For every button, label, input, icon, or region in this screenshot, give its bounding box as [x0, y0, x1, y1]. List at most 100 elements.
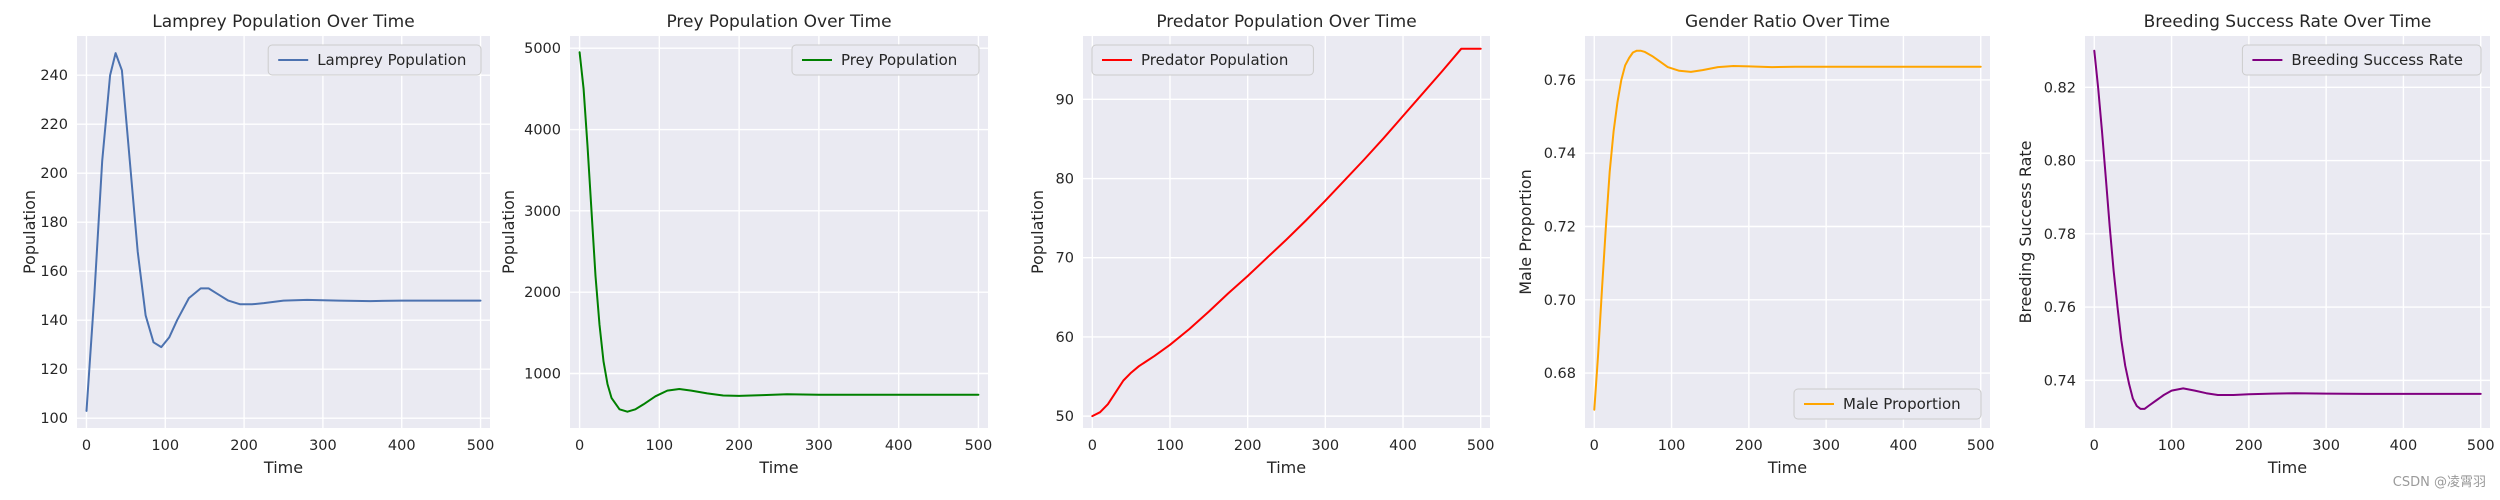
y-tick-label: 160 — [40, 264, 68, 280]
x-tick-label: 200 — [725, 438, 753, 454]
x-tick-label: 0 — [575, 438, 584, 454]
x-axis-label: Time — [1767, 458, 1807, 477]
x-tick-label: 400 — [885, 438, 913, 454]
series-line — [2093, 49, 2482, 410]
legend-box — [1793, 388, 1982, 420]
legend-label: Male Proportion — [1843, 395, 1961, 413]
chart-panel-3: 0 100 200 300 400 500 50 60 70 80 90 Predator Popul… — [1028, 12, 1495, 477]
y-axis-label: Population — [20, 190, 39, 274]
x-tick-label: 500 — [2467, 438, 2495, 454]
y-tick-label: 5000 — [524, 41, 561, 57]
y-tick-label: 120 — [40, 362, 68, 378]
legend: Prey Population — [791, 44, 980, 76]
x-tick-label: 400 — [2390, 438, 2418, 454]
chart-panel-2: 0 100 200 300 400 500 1000 2000 3000 4000 5000 Prey… — [499, 12, 992, 477]
watermark: CSDN @凌霄羽 — [2392, 475, 2486, 490]
y-tick-label: 0.76 — [1544, 73, 1576, 89]
y-tick-label: 0.72 — [1544, 220, 1576, 236]
y-tick-label: 2000 — [524, 285, 561, 301]
x-tick-label: 300 — [805, 438, 833, 454]
series-line — [85, 52, 482, 412]
chart-panel-4: 0 100 200 300 400 500 0.68 0.70 0.72 0.74 0.76 Gend… — [1516, 12, 1995, 477]
x-tick-label: 200 — [1234, 438, 1262, 454]
y-tick-label: 3000 — [524, 204, 561, 220]
x-tick-label: 0 — [1590, 438, 1599, 454]
y-tick-label: 0.74 — [1544, 146, 1576, 162]
x-tick-label: 500 — [1467, 438, 1495, 454]
chart-panel-1: 0 100 200 300 400 500 100 120 140 160 180 200 220 240… — [20, 12, 494, 477]
x-tick-label: 100 — [2158, 438, 2186, 454]
legend: Lamprey Population — [267, 44, 482, 76]
series-line — [1091, 47, 1482, 418]
y-tick-label: 200 — [40, 166, 68, 182]
y-axis-label: Male Proportion — [1516, 169, 1535, 295]
x-tick-label: 300 — [1812, 438, 1840, 454]
legend-label: Predator Population — [1141, 51, 1288, 69]
y-axis-label: Population — [499, 190, 518, 274]
x-tick-label: 500 — [467, 438, 495, 454]
chart-title: Breeding Success Rate Over Time — [2144, 12, 2432, 32]
x-tick-label: 0 — [1088, 438, 1097, 454]
x-axis-label: Time — [1266, 458, 1306, 477]
y-tick-label: 4000 — [524, 123, 561, 139]
legend-label: Lamprey Population — [317, 51, 466, 69]
series-line — [1593, 49, 1982, 411]
y-tick-label: 0.68 — [1544, 366, 1576, 382]
x-tick-label: 400 — [388, 438, 416, 454]
x-tick-label: 200 — [230, 438, 258, 454]
y-tick-label: 140 — [40, 313, 68, 329]
plot-area — [570, 36, 988, 428]
y-tick-label: 0.80 — [2044, 154, 2076, 170]
legend: Predator Population — [1091, 44, 1314, 76]
plot-area — [1083, 36, 1490, 428]
x-tick-label: 100 — [151, 438, 179, 454]
x-axis-label: Time — [758, 458, 798, 477]
legend-label: Breeding Success Rate — [2291, 51, 2463, 69]
chart-title: Lamprey Population Over Time — [152, 12, 414, 32]
plot-area — [77, 36, 490, 428]
legend: Male Proportion — [1793, 388, 1982, 420]
y-tick-label: 80 — [1056, 172, 1074, 188]
y-tick-label: 180 — [40, 215, 68, 231]
x-tick-label: 200 — [1735, 438, 1763, 454]
chart-panel-5: 0 100 200 300 400 500 0.74 0.76 0.78 0.80 0.82 Bree… — [2016, 12, 2495, 477]
x-tick-label: 400 — [1389, 438, 1417, 454]
legend: Breeding Success Rate — [2241, 44, 2482, 76]
legend-label: Prey Population — [841, 51, 957, 69]
x-tick-label: 400 — [1890, 438, 1918, 454]
x-tick-label: 300 — [1311, 438, 1339, 454]
x-tick-label: 100 — [1156, 438, 1184, 454]
x-axis-label: Time — [263, 458, 303, 477]
legend-box — [267, 44, 482, 76]
y-tick-label: 240 — [40, 68, 68, 84]
chart-title: Gender Ratio Over Time — [1685, 12, 1890, 32]
y-tick-label: 0.82 — [2044, 80, 2076, 96]
y-tick-label: 100 — [40, 411, 68, 427]
legend-box — [791, 44, 980, 76]
x-tick-label: 0 — [82, 438, 91, 454]
chart-title: Prey Population Over Time — [666, 12, 891, 32]
x-axis-label: Time — [2267, 458, 2307, 477]
x-tick-label: 300 — [2312, 438, 2340, 454]
y-tick-label: 0.76 — [2044, 300, 2076, 316]
x-tick-label: 500 — [965, 438, 993, 454]
series-line — [578, 51, 980, 413]
x-tick-label: 100 — [1658, 438, 1686, 454]
y-tick-label: 220 — [40, 117, 68, 133]
x-tick-label: 100 — [645, 438, 673, 454]
y-tick-label: 1000 — [524, 367, 561, 383]
y-axis-label: Breeding Success Rate — [2016, 140, 2035, 323]
y-tick-label: 0.78 — [2044, 227, 2076, 243]
x-tick-label: 300 — [309, 438, 337, 454]
x-tick-label: 200 — [2235, 438, 2263, 454]
y-tick-label: 0.74 — [2044, 373, 2076, 389]
y-tick-label: 60 — [1056, 330, 1074, 346]
plot-area — [2085, 36, 2490, 428]
y-tick-label: 50 — [1056, 409, 1074, 425]
y-tick-label: 90 — [1056, 92, 1074, 108]
x-tick-label: 500 — [1967, 438, 1995, 454]
y-tick-label: 70 — [1056, 251, 1074, 267]
legend-box — [2241, 44, 2482, 76]
plot-area — [1585, 36, 1990, 428]
